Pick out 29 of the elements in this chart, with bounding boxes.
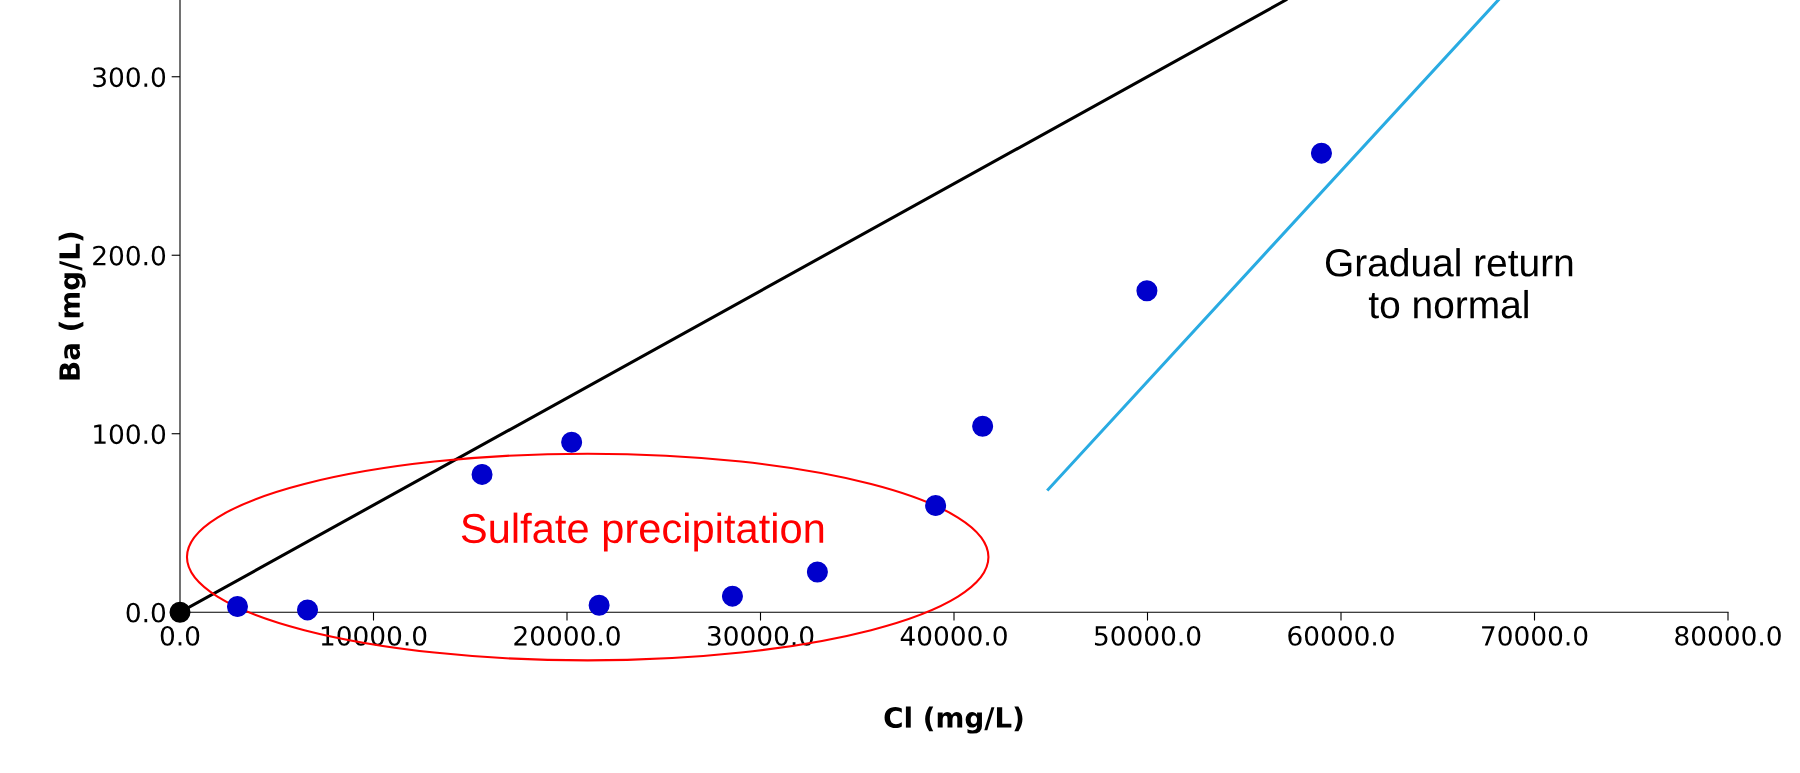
- annotation: Sulfate precipitation: [461, 512, 824, 552]
- x-tick-label: 70000.0: [1482, 625, 1588, 646]
- point: [226, 595, 248, 618]
- y-tick-label: 200.0: [93, 245, 166, 266]
- x-tick-label: 10000.0: [321, 625, 427, 646]
- point: [1310, 142, 1332, 164]
- point: [588, 594, 610, 616]
- point: [471, 463, 493, 485]
- point: [721, 585, 743, 607]
- y-tick-label: 300.0: [93, 67, 166, 88]
- point: [972, 415, 994, 437]
- x-tick-label: 0.0: [160, 625, 200, 646]
- x-axis-title: Cl (mg/L): [884, 706, 1023, 734]
- point: [297, 599, 319, 621]
- point: [1136, 280, 1158, 302]
- x-tick-label: 30000.0: [707, 625, 814, 646]
- x-tick-label: 50000.0: [1094, 625, 1201, 646]
- y-axis-title: Ba (mg/L): [58, 232, 86, 380]
- x-tick-label: 80000.0: [1675, 625, 1781, 646]
- x-tick-label: 60000.0: [1288, 625, 1394, 646]
- y-tick-label: 0.0: [126, 602, 166, 623]
- point: [806, 561, 828, 583]
- point: [925, 494, 947, 516]
- x-tick-label: 40000.0: [900, 625, 1007, 646]
- point: [169, 601, 191, 623]
- y-tick-label: 100.0: [94, 424, 166, 445]
- annotation: Gradual return to normal: [1325, 248, 1573, 319]
- point: [561, 431, 583, 453]
- x-tick-label: 20000.0: [514, 625, 620, 646]
